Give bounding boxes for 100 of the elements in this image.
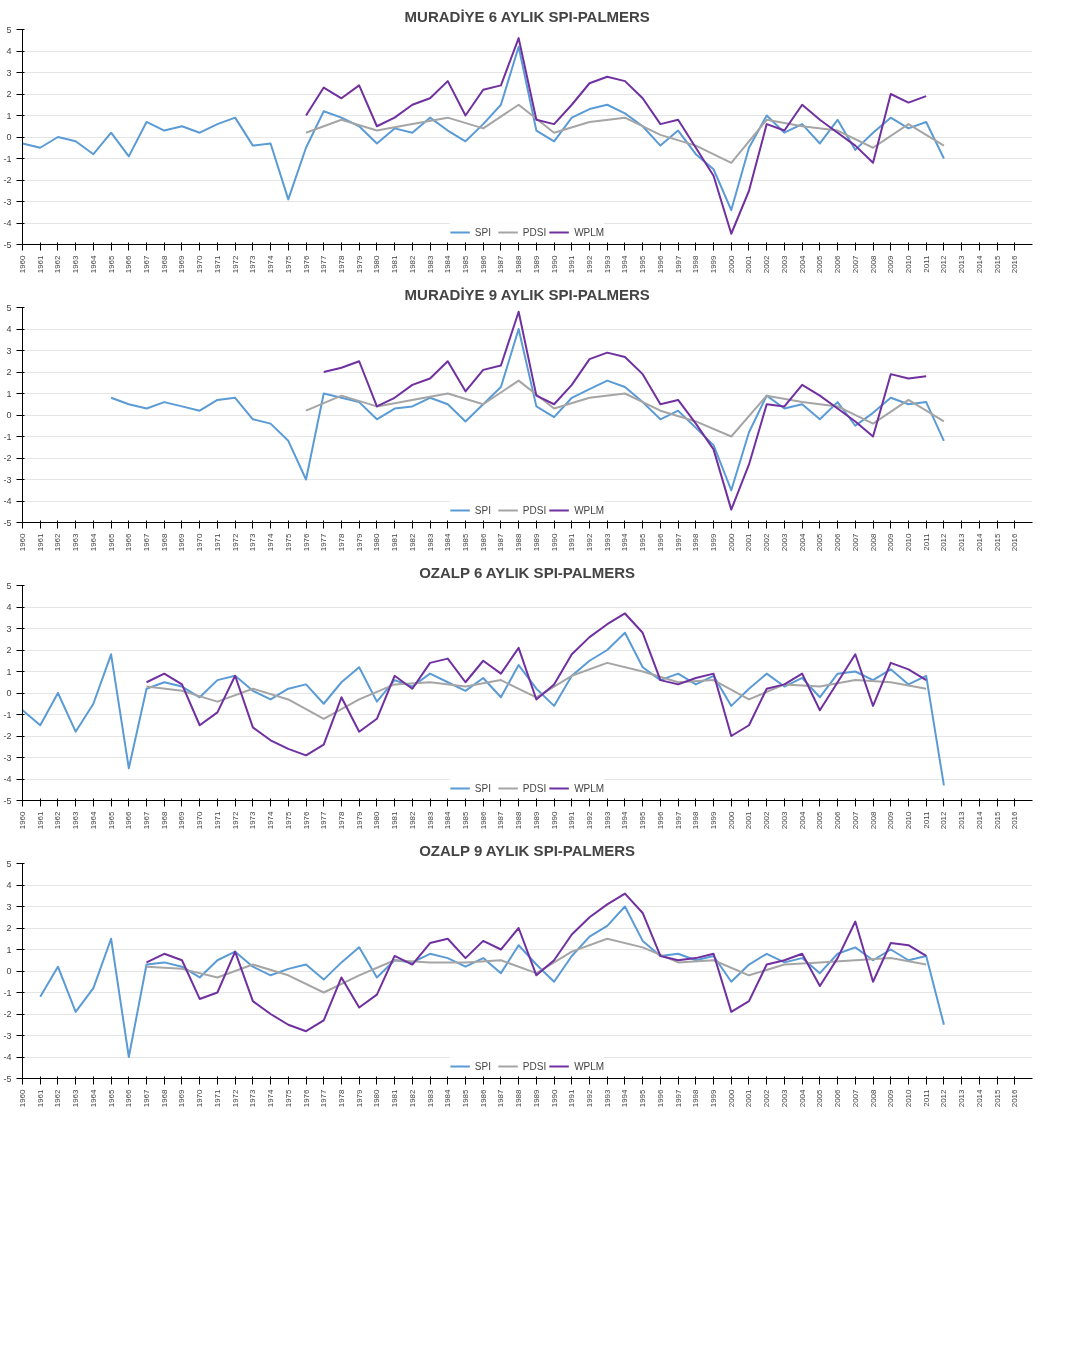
x-tick-label: 1978: [336, 254, 346, 274]
x-tick-label: 1988: [514, 1088, 524, 1108]
x-tick-label: 2004: [797, 810, 807, 830]
y-tick-label: -4: [3, 218, 12, 228]
y-tick-label: -3: [3, 752, 12, 763]
x-tick-label: 2015: [992, 810, 1002, 830]
x-tick-label: 1984: [443, 254, 453, 274]
x-tick-label: 1974: [266, 254, 276, 274]
x-tick-label: 2016: [1010, 254, 1020, 274]
y-tick-label: -3: [3, 196, 12, 207]
x-tick-label: 1968: [159, 1088, 169, 1108]
x-tick-label: 2008: [868, 254, 878, 274]
y-tick-label: 1: [6, 944, 12, 955]
x-tick-label: 1964: [88, 532, 98, 552]
x-tick-label: 1965: [106, 810, 116, 830]
y-tick-label: 2: [6, 367, 12, 377]
legend-label: SPI: [474, 504, 492, 516]
x-tick-label: 1961: [35, 810, 45, 830]
x-tick-label: 2009: [886, 810, 896, 830]
x-tick-label: 1993: [602, 532, 612, 552]
x-tick-label: 1963: [71, 1088, 81, 1108]
x-tick-label: 1987: [496, 532, 506, 552]
legend-label: SPI: [474, 226, 492, 238]
line-series: [145, 892, 928, 1033]
line-series: [39, 905, 945, 1058]
x-tick-label: 1999: [709, 254, 719, 274]
x-tick-label: 1970: [195, 254, 205, 274]
x-tick-label: 1986: [478, 810, 488, 830]
x-tick-label: 1989: [531, 810, 541, 830]
y-tick-label: 2: [6, 923, 12, 933]
x-tick-label: 2013: [957, 254, 967, 274]
x-tick-label: 2006: [833, 1088, 843, 1108]
x-tick-label: 1983: [425, 254, 435, 274]
x-tick-label: 2010: [903, 1088, 913, 1108]
x-tick-label: 1976: [301, 532, 311, 552]
x-tick-label: 1988: [514, 810, 524, 830]
x-tick-label: 1963: [71, 810, 81, 830]
x-tick-label: 1976: [301, 254, 311, 274]
x-tick-label: 1992: [585, 1088, 595, 1108]
y-tick-label: -1: [3, 153, 12, 164]
x-tick-label: 1989: [531, 532, 541, 552]
chart-title: OZALP 6 AYLIK SPI-PALMERS: [419, 563, 636, 581]
x-tick-label: 1972: [230, 1088, 240, 1108]
y-tick-label: 3: [6, 623, 12, 634]
x-tick-label: 1993: [602, 1088, 612, 1108]
x-tick-label: 2006: [833, 254, 843, 274]
x-tick-label: 1974: [266, 1088, 276, 1108]
x-tick-label: 1973: [248, 810, 258, 830]
x-tick-label: 1980: [372, 254, 382, 274]
x-tick-label: 1969: [177, 532, 187, 552]
x-tick-label: 1960: [18, 1088, 27, 1108]
x-tick-label: 1991: [567, 254, 577, 274]
x-tick-label: 1982: [407, 254, 417, 274]
x-tick-label: 1991: [567, 810, 577, 830]
x-tick-label: 1969: [177, 254, 187, 274]
x-tick-label: 1981: [390, 532, 400, 552]
x-tick-label: 1960: [18, 254, 27, 274]
x-tick-label: 1995: [638, 810, 648, 830]
x-tick-label: 1980: [372, 810, 382, 830]
legend-label: PDSI: [522, 1060, 547, 1072]
x-tick-label: 2002: [762, 810, 772, 830]
x-tick-label: 1996: [655, 254, 665, 274]
x-tick-label: 1965: [106, 532, 116, 552]
y-tick-label: -1: [3, 431, 12, 442]
x-tick-label: 1982: [407, 1088, 417, 1108]
x-tick-label: 1979: [354, 532, 364, 552]
x-tick-label: 2008: [868, 532, 878, 552]
x-tick-label: 2002: [762, 254, 772, 274]
x-tick-label: 2010: [903, 532, 913, 552]
x-tick-label: 1969: [177, 810, 187, 830]
x-tick-label: 2014: [974, 254, 984, 274]
x-tick-label: 1985: [460, 532, 470, 552]
x-tick-label: 1994: [620, 532, 630, 552]
x-tick-label: 2005: [815, 532, 825, 552]
x-tick-label: 1971: [212, 1088, 222, 1108]
line-series: [145, 661, 928, 720]
legend-label: WPLM: [574, 1060, 605, 1072]
x-tick-label: 1978: [336, 1088, 346, 1108]
y-tick-label: 3: [6, 345, 12, 356]
x-tick-label: 1985: [460, 1088, 470, 1108]
y-tick-label: -1: [3, 709, 12, 720]
x-tick-label: 2003: [779, 532, 789, 552]
x-tick-label: 1998: [691, 532, 701, 552]
x-tick-label: 2014: [974, 810, 984, 830]
x-tick-label: 1976: [301, 1088, 311, 1108]
x-tick-label: 2001: [744, 532, 754, 552]
x-tick-label: 1961: [35, 1088, 45, 1108]
y-tick-label: 1: [6, 110, 12, 121]
x-tick-label: 1981: [390, 810, 400, 830]
legend-label: SPI: [474, 1060, 492, 1072]
legend-label: SPI: [474, 782, 492, 794]
x-tick-label: 2002: [762, 532, 772, 552]
x-tick-label: 1974: [266, 532, 276, 552]
x-tick-label: 2000: [726, 532, 736, 552]
x-tick-label: 1969: [177, 1088, 187, 1108]
x-tick-label: 2004: [797, 254, 807, 274]
x-tick-label: 1973: [248, 1088, 258, 1108]
x-tick-label: 1994: [620, 254, 630, 274]
x-tick-label: 1978: [336, 810, 346, 830]
x-tick-label: 1989: [531, 254, 541, 274]
